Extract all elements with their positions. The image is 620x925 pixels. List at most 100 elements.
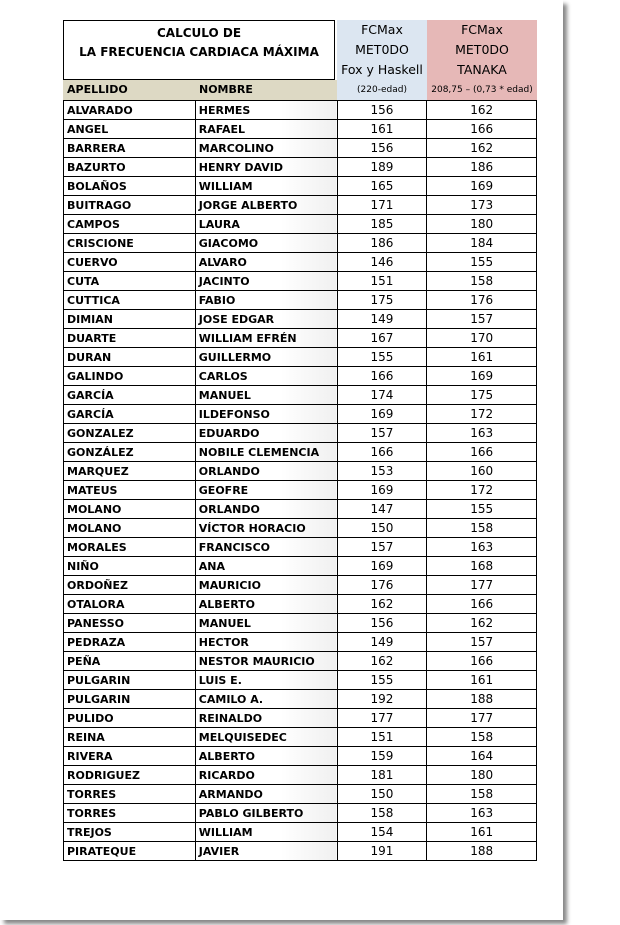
tanaka-value-cell: 163 <box>426 423 537 443</box>
apellido-cell: REINA <box>63 727 196 747</box>
tanaka-value-cell: 172 <box>426 480 537 500</box>
tanaka-value-cell: 166 <box>426 119 537 139</box>
table-row: OTALORA ALBERTO 162 166 <box>63 594 537 614</box>
tanaka-value-cell: 161 <box>426 347 537 367</box>
nombre-cell: RICARDO <box>194 765 338 785</box>
table-title: CALCULO DE LA FRECUENCIA CARDIACA MÁXIMA <box>63 20 335 80</box>
fox-value-cell: 157 <box>336 423 428 443</box>
apellido-cell: PEÑA <box>63 651 196 671</box>
fox-value-cell: 161 <box>336 119 428 139</box>
apellido-cell: TORRES <box>63 803 196 823</box>
fox-value-cell: 166 <box>336 366 428 386</box>
table-row: GARCÍA MANUEL 174 175 <box>63 385 537 405</box>
nombre-cell: NOBILE CLEMENCIA <box>194 442 338 462</box>
fox-line1: FCMax <box>361 22 403 37</box>
apellido-cell: MOLANO <box>63 499 196 519</box>
fox-value-cell: 149 <box>336 632 428 652</box>
tanaka-value-cell: 166 <box>426 594 537 614</box>
fox-value-cell: 192 <box>336 689 428 709</box>
nombre-cell: GEOFRE <box>194 480 338 500</box>
title-line2: LA FRECUENCIA CARDIACA MÁXIMA <box>79 45 319 59</box>
fox-value-cell: 151 <box>336 271 428 291</box>
nombre-cell: HERMES <box>194 100 338 120</box>
fox-value-cell: 156 <box>336 613 428 633</box>
apellido-cell: GONZALEZ <box>63 423 196 443</box>
tanaka-value-cell: 180 <box>426 214 537 234</box>
apellido-cell: PANESSO <box>63 613 196 633</box>
nombre-cell: VÍCTOR HORACIO <box>194 518 338 538</box>
nombre-cell: GIACOMO <box>194 233 338 253</box>
table-row: DURAN GUILLERMO 155 161 <box>63 347 537 367</box>
fox-value-cell: 159 <box>336 746 428 766</box>
fox-value-cell: 149 <box>336 309 428 329</box>
table-row: PEÑA NESTOR MAURICIO 162 166 <box>63 651 537 671</box>
nombre-cell: LAURA <box>194 214 338 234</box>
table-row: PULGARIN CAMILO A. 192 188 <box>63 689 537 709</box>
fox-value-cell: 156 <box>336 100 428 120</box>
table-row: RODRIGUEZ RICARDO 181 180 <box>63 765 537 785</box>
sheet: CALCULO DE LA FRECUENCIA CARDIACA MÁXIMA… <box>63 20 537 861</box>
apellido-cell: RIVERA <box>63 746 196 766</box>
tanaka-value-cell: 184 <box>426 233 537 253</box>
fox-value-cell: 146 <box>336 252 428 272</box>
tanaka-value-cell: 157 <box>426 309 537 329</box>
table-row: TORRES ARMANDO 150 158 <box>63 784 537 804</box>
apellido-cell: GARCÍA <box>63 385 196 405</box>
nombre-cell: LUIS E. <box>194 670 338 690</box>
tanaka-value-cell: 188 <box>426 689 537 709</box>
tanaka-value-cell: 173 <box>426 195 537 215</box>
tanaka-value-cell: 188 <box>426 841 537 861</box>
nombre-header: NOMBRE <box>199 83 253 96</box>
tanaka-value-cell: 158 <box>426 271 537 291</box>
table-row: CUTTICA FABIO 175 176 <box>63 290 537 310</box>
fox-value-cell: 177 <box>336 708 428 728</box>
table-row: CUERVO ALVARO 146 155 <box>63 252 537 272</box>
fox-value-cell: 169 <box>336 480 428 500</box>
table-row: PIRATEQUE JAVIER 191 188 <box>63 841 537 861</box>
table-row: MOLANO ORLANDO 147 155 <box>63 499 537 519</box>
fox-value-cell: 171 <box>336 195 428 215</box>
apellido-cell: MORALES <box>63 537 196 557</box>
tanaka-line3: TANAKA <box>457 62 507 77</box>
fox-value-cell: 189 <box>336 157 428 177</box>
nombre-cell: REINALDO <box>194 708 338 728</box>
apellido-cell: PULIDO <box>63 708 196 728</box>
table-row: REINA MELQUISEDEC 151 158 <box>63 727 537 747</box>
tanaka-header: FCMax MET0DO TANAKA <box>427 20 537 80</box>
fox-value-cell: 157 <box>336 537 428 557</box>
fox-value-cell: 174 <box>336 385 428 405</box>
apellido-cell: PIRATEQUE <box>63 841 196 861</box>
apellido-cell: DURAN <box>63 347 196 367</box>
table-row: CAMPOS LAURA 185 180 <box>63 214 537 234</box>
fox-line3: Fox y Haskell <box>341 62 423 77</box>
tanaka-value-cell: 155 <box>426 252 537 272</box>
nombre-cell: CARLOS <box>194 366 338 386</box>
table-row: ALVARADO HERMES 156 162 <box>63 100 537 120</box>
apellido-cell: DUARTE <box>63 328 196 348</box>
apellido-cell: TREJOS <box>63 822 196 842</box>
apellido-cell: OTALORA <box>63 594 196 614</box>
label-row: APELLIDO NOMBRE <box>63 80 337 100</box>
nombre-cell: JACINTO <box>194 271 338 291</box>
nombre-cell: ILDEFONSO <box>194 404 338 424</box>
apellido-cell: RODRIGUEZ <box>63 765 196 785</box>
table-row: GARCÍA ILDEFONSO 169 172 <box>63 404 537 424</box>
title-line1: CALCULO DE <box>156 26 242 40</box>
nombre-cell: MAURICIO <box>194 575 338 595</box>
nombre-cell: MANUEL <box>194 385 338 405</box>
apellido-cell: ANGEL <box>63 119 196 139</box>
tanaka-value-cell: 158 <box>426 784 537 804</box>
table-row: PULIDO REINALDO 177 177 <box>63 708 537 728</box>
table-row: MARQUEZ ORLANDO 153 160 <box>63 461 537 481</box>
nombre-cell: ORLANDO <box>194 499 338 519</box>
fox-value-cell: 162 <box>336 594 428 614</box>
nombre-cell: RAFAEL <box>194 119 338 139</box>
fox-line2: MET0DO <box>355 42 409 57</box>
fox-header: FCMax MET0DO Fox y Haskell <box>337 20 427 80</box>
table-row: MATEUS GEOFRE 169 172 <box>63 480 537 500</box>
nombre-cell: NESTOR MAURICIO <box>194 651 338 671</box>
table-row: PULGARIN LUIS E. 155 161 <box>63 670 537 690</box>
tanaka-formula: 208,75 – (0,73 * edad) <box>427 80 537 100</box>
fox-value-cell: 175 <box>336 290 428 310</box>
tanaka-value-cell: 170 <box>426 328 537 348</box>
